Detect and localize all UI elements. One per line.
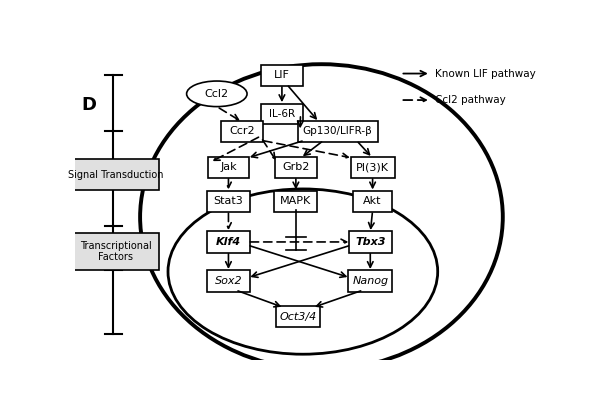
FancyBboxPatch shape xyxy=(349,231,392,253)
Text: Ccl2: Ccl2 xyxy=(205,89,229,99)
FancyBboxPatch shape xyxy=(207,191,250,212)
FancyBboxPatch shape xyxy=(298,121,378,142)
Text: Transcriptional
Factors: Transcriptional Factors xyxy=(80,241,152,262)
Text: MAPK: MAPK xyxy=(280,196,311,207)
FancyBboxPatch shape xyxy=(350,156,395,178)
Text: Known LIF pathway: Known LIF pathway xyxy=(436,68,536,79)
Text: Oct3/4: Oct3/4 xyxy=(280,312,317,322)
Text: Sox2: Sox2 xyxy=(215,276,242,286)
Text: Grb2: Grb2 xyxy=(282,162,310,172)
FancyBboxPatch shape xyxy=(207,270,250,292)
FancyBboxPatch shape xyxy=(261,104,303,124)
FancyBboxPatch shape xyxy=(274,191,317,212)
Text: Ccr2: Ccr2 xyxy=(230,126,255,136)
Text: Ccl2 pathway: Ccl2 pathway xyxy=(436,95,506,105)
FancyBboxPatch shape xyxy=(208,156,250,178)
FancyBboxPatch shape xyxy=(348,270,392,292)
Text: Tbx3: Tbx3 xyxy=(355,237,386,247)
Text: PI(3)K: PI(3)K xyxy=(356,162,389,172)
Text: Gp130/LIFR-β: Gp130/LIFR-β xyxy=(303,126,373,136)
Text: Jak: Jak xyxy=(220,162,237,172)
Text: Signal Transduction: Signal Transduction xyxy=(68,170,163,180)
FancyBboxPatch shape xyxy=(261,64,303,86)
Text: D: D xyxy=(82,96,97,114)
FancyBboxPatch shape xyxy=(73,232,158,270)
Text: Stat3: Stat3 xyxy=(214,196,244,207)
FancyBboxPatch shape xyxy=(275,156,317,178)
Text: Akt: Akt xyxy=(364,196,382,207)
Text: IL-6R: IL-6R xyxy=(269,109,295,119)
FancyBboxPatch shape xyxy=(276,306,320,327)
Text: LIF: LIF xyxy=(274,70,290,80)
FancyBboxPatch shape xyxy=(221,121,263,142)
Ellipse shape xyxy=(140,64,503,370)
Text: Klf4: Klf4 xyxy=(216,237,241,247)
Text: Nanog: Nanog xyxy=(352,276,388,286)
Ellipse shape xyxy=(187,81,247,107)
Ellipse shape xyxy=(168,189,438,354)
FancyBboxPatch shape xyxy=(73,159,158,190)
FancyBboxPatch shape xyxy=(207,231,250,253)
FancyBboxPatch shape xyxy=(353,191,392,212)
